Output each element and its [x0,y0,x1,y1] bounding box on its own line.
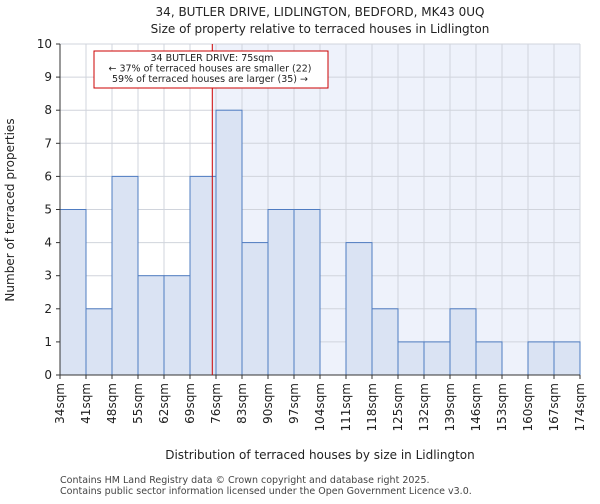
x-tick-label: 41sqm [79,383,93,424]
x-tick-label: 48sqm [105,383,119,424]
x-tick-label: 34sqm [53,383,67,424]
annotation-border [93,50,329,89]
x-tick-label: 76sqm [209,383,223,424]
y-tick-label: 3 [44,269,52,283]
histogram-bar [215,109,243,376]
y-tick-label: 5 [44,203,52,217]
histogram-bar [111,175,139,376]
x-axis-label: Distribution of terraced houses by size … [165,448,475,462]
histogram-bar [267,209,295,376]
y-tick-label: 10 [37,37,52,51]
y-tick-label: 7 [44,136,52,150]
x-tick-label: 62sqm [157,383,171,424]
histogram-bar [293,209,321,376]
axes: 0 1 2 3 4 5 6 7 8 9 10 34sqm 41sqm 48sqm 55sqm 62sqm 69s… [37,37,587,431]
annotation-box: 34 BUTLER DRIVE: 75sqm ← 37% of terraced… [93,50,329,89]
x-tick-label: 111sqm [339,383,353,431]
x-tick-label: 167sqm [547,383,561,431]
footer-line-2: Contains public sector information licen… [60,486,472,497]
x-tick-label: 69sqm [183,383,197,424]
x-tick-label: 55sqm [131,383,145,424]
annotation-line-2: ← 37% of terraced houses are smaller (22… [108,64,311,75]
annotation-line-1: 34 BUTLER DRIVE: 75sqm [150,53,273,64]
histogram-bar [397,341,425,376]
histogram-bar [553,341,581,376]
y-tick-label: 1 [44,335,52,349]
histogram-bar [449,308,477,376]
chart-subtitle: Size of property relative to terraced ho… [151,22,490,36]
x-tick-label: 174sqm [573,383,587,431]
chart-title: 34, BUTLER DRIVE, LIDLINGTON, BEDFORD, M… [156,5,485,19]
x-tick-label: 97sqm [287,383,301,424]
y-tick-label: 4 [44,236,52,250]
footer-line-1: Contains HM Land Registry data © Crown c… [60,475,430,486]
histogram-bar [423,341,451,376]
histogram-bar [371,308,399,376]
x-tick-label: 153sqm [495,383,509,431]
histogram-bar [163,275,191,376]
x-tick-label: 139sqm [443,383,457,431]
histogram-bar [345,242,373,376]
histogram-bar [527,341,555,376]
histogram-bar [59,209,87,376]
y-tick-label: 0 [44,368,52,382]
x-tick-label: 160sqm [521,383,535,431]
histogram-bar [85,308,113,376]
annotation-line-3: 59% of terraced houses are larger (35) → [112,74,308,85]
y-tick-label: 9 [44,70,52,84]
x-tick-label: 125sqm [391,383,405,431]
histogram-bar [475,341,503,376]
x-tick-label: 118sqm [365,383,379,431]
x-tick-label: 104sqm [313,383,327,431]
histogram-bar [241,242,269,376]
y-tick-label: 6 [44,169,52,183]
bars [59,109,581,376]
x-tick-label: 83sqm [235,383,249,424]
x-tick-label: 90sqm [261,383,275,424]
y-tick-label: 2 [44,302,52,316]
y-axis-label: Number of terraced properties [3,118,17,301]
histogram-bar [137,275,165,376]
x-tick-label: 132sqm [417,383,431,431]
y-tick-label: 8 [44,103,52,117]
x-tick-label: 146sqm [469,383,483,431]
